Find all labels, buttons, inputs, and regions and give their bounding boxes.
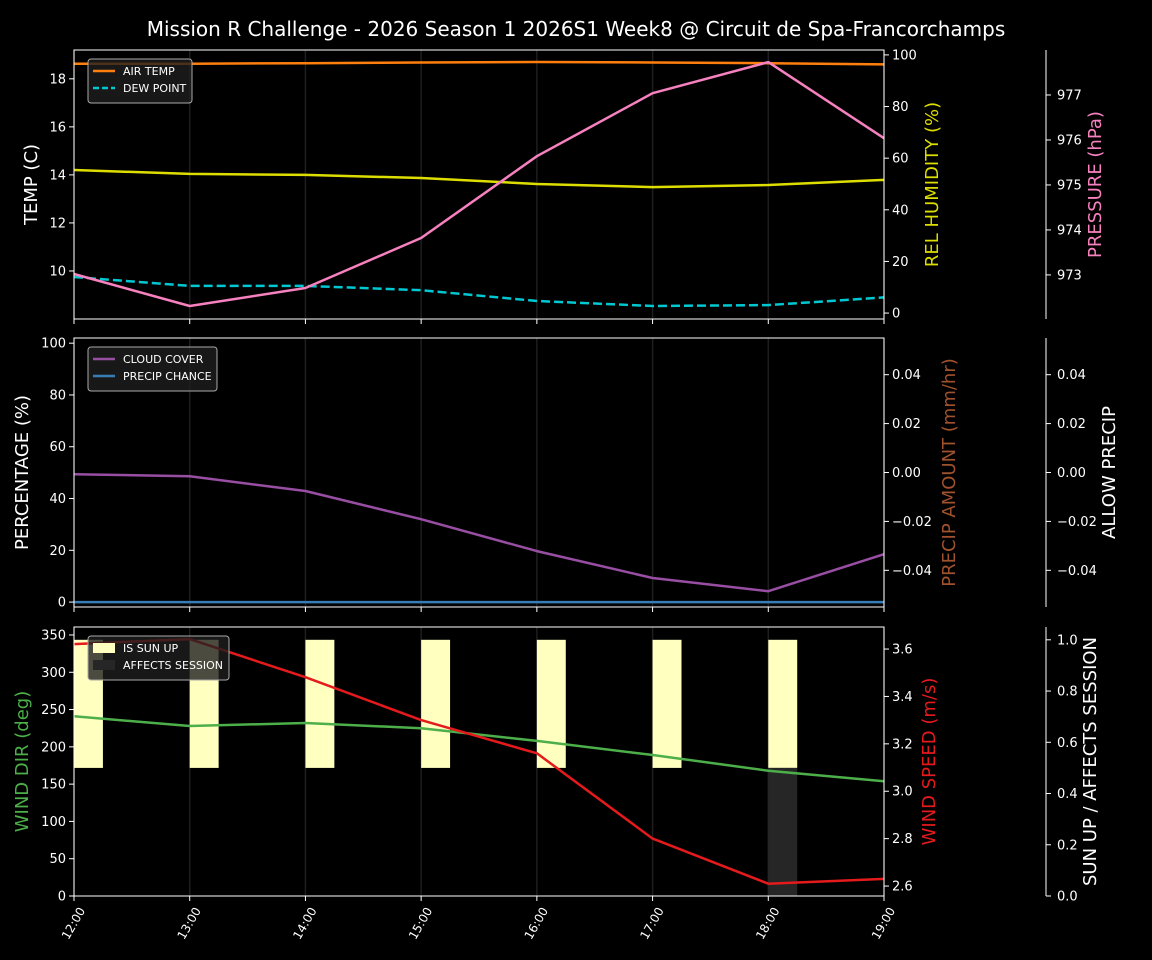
right2-tick-label: 0.0 xyxy=(1057,890,1078,905)
right2-axis-label: ALLOW PRECIP xyxy=(1099,406,1120,539)
left-tick-label: 16 xyxy=(49,120,66,135)
right-tick-label: 60 xyxy=(892,152,909,167)
right2-tick-label: 0.02 xyxy=(1057,417,1086,432)
series-line-cloud-cover xyxy=(73,472,885,593)
right-tick-label: 2.6 xyxy=(892,880,913,895)
plot-frame xyxy=(73,49,885,320)
legend-label: CLOUD COVER xyxy=(123,353,204,366)
panel-1: 10 12 14 16 18 TEMP (C) 0 20 40 60 80 100 REL HUMIDI… xyxy=(21,48,1106,324)
legend-label: DEW POINT xyxy=(123,82,187,95)
right-tick-label: 40 xyxy=(892,203,909,218)
right-tick-label: 3.6 xyxy=(892,643,913,658)
bar-affects-session xyxy=(768,767,798,896)
left-tick-label: 250 xyxy=(41,703,66,718)
right-tick-label: 80 xyxy=(892,100,909,115)
left-tick-label: 80 xyxy=(49,388,66,403)
left-tick-label: 60 xyxy=(49,440,66,455)
legend-label: AIR TEMP xyxy=(123,65,175,78)
right2-tick-label: 974 xyxy=(1057,223,1082,238)
right-tick-label: −0.04 xyxy=(892,564,932,579)
right2-tick-label: 0.8 xyxy=(1057,685,1078,700)
right2-tick-label: 975 xyxy=(1057,178,1082,193)
legend-label: IS SUN UP xyxy=(123,642,179,655)
left-tick-label: 20 xyxy=(49,544,66,559)
left-tick-label: 14 xyxy=(49,168,66,183)
series-line-right2-axis xyxy=(73,60,885,308)
left-tick-label: 100 xyxy=(41,815,66,830)
left-axis-label: PERCENTAGE (%) xyxy=(12,395,33,550)
right-tick-label: 3.2 xyxy=(892,737,913,752)
right-tick-label: 100 xyxy=(892,48,917,63)
right2-tick-label: 976 xyxy=(1057,133,1082,148)
right-tick-label: 3.4 xyxy=(892,690,913,705)
right2-tick-label: 973 xyxy=(1057,268,1082,283)
series-line-dew-point xyxy=(73,275,885,308)
right-tick-label: 0.00 xyxy=(892,466,921,481)
right-axis-label: REL HUMIDITY (%) xyxy=(922,102,943,267)
bar-is-sun-up xyxy=(652,639,682,768)
plot-frame xyxy=(73,626,885,897)
left-tick-label: 100 xyxy=(41,337,66,352)
right2-tick-label: 977 xyxy=(1057,88,1082,103)
right2-tick-label: 0.04 xyxy=(1057,368,1086,383)
left-tick-label: 0 xyxy=(58,596,66,611)
left-tick-label: 300 xyxy=(41,666,66,681)
legend-label: PRECIP CHANCE xyxy=(123,370,212,383)
bar-is-sun-up xyxy=(768,639,798,768)
right2-tick-label: 0.00 xyxy=(1057,466,1086,481)
legend-label: AFFECTS SESSION xyxy=(123,659,223,672)
panel-3: 0 50 100 150 200 250 300 350 WIND DIR (deg) 2.6 2.… xyxy=(12,626,1101,905)
right-tick-label: 2.8 xyxy=(892,832,913,847)
bar-is-sun-up xyxy=(421,639,451,768)
series-line-right-axis xyxy=(73,168,885,189)
panel-2: 0 20 40 60 80 100 PERCENTAGE (%) −0.04 −0.02 0.00… xyxy=(12,337,1120,612)
left-axis-label: WIND DIR (deg) xyxy=(12,691,33,833)
series-line-left-axis xyxy=(73,715,885,783)
legend-swatch xyxy=(93,643,115,653)
left-tick-label: 150 xyxy=(41,778,66,793)
right-tick-label: 0.02 xyxy=(892,417,921,432)
legend-box xyxy=(87,346,218,392)
left-tick-label: 40 xyxy=(49,492,66,507)
left-tick-label: 350 xyxy=(41,628,66,643)
right2-tick-label: 1.0 xyxy=(1057,633,1078,648)
left-axis-label: TEMP (C) xyxy=(21,144,42,226)
right2-axis-label: SUN UP / AFFECTS SESSION xyxy=(1080,637,1101,886)
left-tick-label: 12 xyxy=(49,216,66,231)
right2-axis-label: PRESSURE (hPa) xyxy=(1085,111,1106,258)
right2-tick-label: −0.02 xyxy=(1057,515,1097,530)
right2-tick-label: 0.4 xyxy=(1057,787,1078,802)
left-tick-label: 200 xyxy=(41,740,66,755)
series-line-air-temp xyxy=(74,60,885,66)
right-axis-label: WIND SPEED (m/s) xyxy=(919,678,940,846)
legend-swatch xyxy=(93,660,115,670)
right2-tick-label: 0.2 xyxy=(1057,838,1078,853)
right-axis-label: PRECIP AMOUNT (mm/hr) xyxy=(939,358,960,587)
bar-is-sun-up xyxy=(305,639,335,768)
right2-tick-label: 0.6 xyxy=(1057,736,1078,751)
left-tick-label: 50 xyxy=(49,852,66,867)
left-tick-label: 18 xyxy=(49,72,66,87)
right-tick-label: 0 xyxy=(892,307,900,322)
chart-title: Mission R Challenge - 2026 Season 1 2026… xyxy=(147,17,1006,41)
left-tick-label: 0 xyxy=(58,890,66,905)
legend-box xyxy=(87,635,230,681)
bar-is-sun-up xyxy=(536,639,566,768)
right-tick-label: 20 xyxy=(892,255,909,270)
right2-tick-label: −0.04 xyxy=(1057,564,1097,579)
right-tick-label: −0.02 xyxy=(892,515,932,530)
left-tick-label: 10 xyxy=(49,264,66,279)
right-tick-label: 3.0 xyxy=(892,785,913,800)
right-tick-label: 0.04 xyxy=(892,368,921,383)
